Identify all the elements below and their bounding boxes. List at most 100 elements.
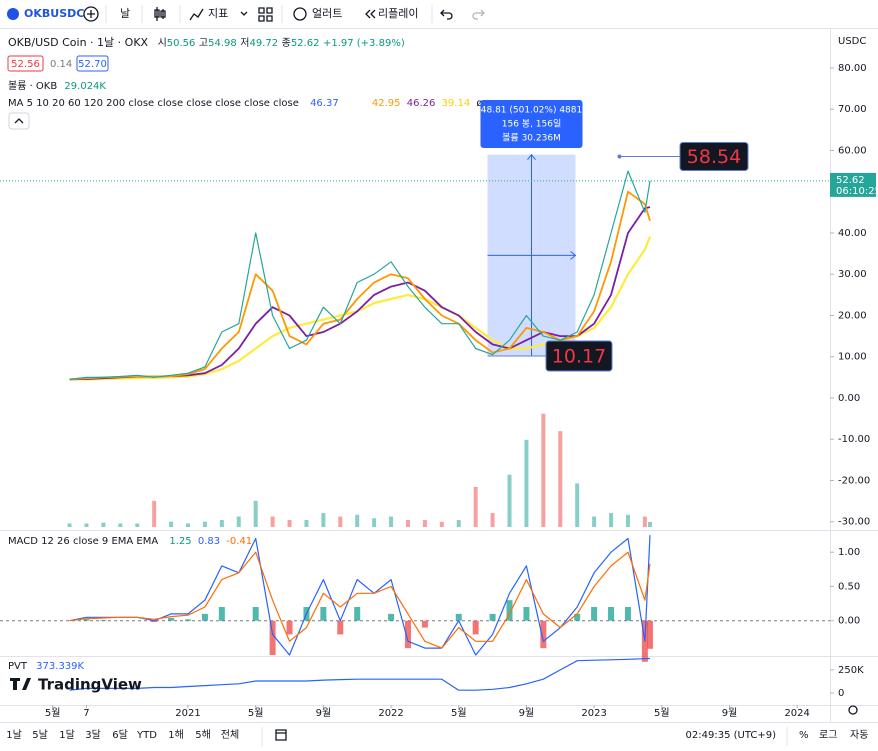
chart-type[interactable] [154, 7, 166, 21]
clock[interactable]: 02:49:35 (UTC+9) [686, 730, 777, 741]
alert-icon [293, 7, 307, 21]
symbol[interactable]: OKBUSDC [24, 7, 84, 20]
bid-box[interactable] [7, 55, 44, 72]
x-tick-label: 5월 [45, 707, 61, 719]
range-button[interactable]: 3달 [85, 729, 101, 741]
range-button[interactable]: 5해 [195, 728, 211, 741]
ma-value: 39.14 [442, 98, 471, 109]
macd-line [69, 535, 651, 656]
macd-histogram-bar [472, 620, 479, 635]
close-prefix: 종 [282, 37, 291, 49]
range-button[interactable]: 1달 [59, 729, 75, 741]
macd-histogram-bar [523, 607, 530, 621]
volume-bar [439, 521, 444, 527]
volume-bar [473, 486, 478, 527]
measure-label: 48.81 (501.02%) 4881 [481, 106, 582, 116]
high-marker-dot [617, 154, 622, 159]
auto-toggle[interactable]: 자동 [850, 729, 868, 741]
range-button[interactable]: 전체 [221, 729, 239, 741]
interval[interactable]: 날 [120, 7, 130, 20]
volume-bar [405, 520, 410, 527]
high-label-box [679, 141, 749, 171]
y-tick-label: 30.00 [838, 269, 867, 280]
settings[interactable] [848, 705, 858, 715]
volume-bar [152, 500, 157, 527]
volume-bar [507, 474, 512, 527]
volume-bar [287, 520, 292, 527]
spread: 0.14 [50, 59, 72, 70]
pvt-legend: PVT 373.339K [8, 661, 85, 672]
y-tick-label: -10.00 [838, 434, 870, 445]
macd-histogram-bar [201, 613, 208, 621]
macd-legend: MACD 12 26 close 9 EMA EMA 1.25 0.83 -0.… [8, 536, 252, 547]
y-tick-label: 20.00 [838, 310, 867, 321]
volume-bar [185, 523, 190, 527]
redo[interactable] [472, 9, 485, 20]
log-toggle[interactable]: 로그 [819, 730, 837, 741]
pvt-value: 373.339K [36, 661, 84, 672]
volume-bar [84, 523, 89, 527]
volume-bar [524, 439, 529, 527]
signal-value: 0.83 [198, 536, 220, 547]
y-tick-label: -20.00 [838, 475, 870, 486]
range-button[interactable]: 5날 [32, 729, 48, 741]
logo: TradingView [38, 676, 142, 694]
add-symbol-plus [87, 10, 95, 18]
volume-bar [118, 523, 123, 527]
close: 52.62 [291, 38, 320, 49]
ask-box[interactable] [76, 55, 109, 72]
y-tick-label: 1.00 [838, 547, 860, 558]
goto-date[interactable] [275, 729, 287, 741]
macd-histogram-bar [320, 607, 327, 621]
histogram-value: -0.41 [226, 536, 252, 547]
undo[interactable] [440, 9, 453, 20]
toolbar: OKBUSDC 날 지표 얼러트 리플레이 [7, 5, 485, 23]
x-tick-label: 5월 [451, 707, 467, 719]
volume-bar [304, 520, 309, 527]
range-button[interactable]: 1해 [168, 728, 184, 741]
low: 49.72 [249, 38, 278, 49]
macd-histogram-bar [337, 620, 344, 635]
axis-unit[interactable]: USDC [838, 36, 866, 47]
indicators[interactable]: 지표 [208, 7, 228, 20]
volume-bar [592, 516, 597, 527]
x-tick-label: 2024 [784, 708, 809, 719]
pvt-title: PVT [8, 661, 28, 672]
x-tick-label: 7 [83, 708, 89, 719]
low-prefix: 저 [240, 37, 249, 49]
replay[interactable]: 리플레이 [378, 7, 418, 20]
low-label: 10.17 [552, 346, 606, 368]
layouts[interactable] [258, 7, 273, 22]
collapse-legend[interactable] [8, 112, 30, 130]
y-tick-label: 80.00 [838, 63, 867, 74]
measure-label: 156 봉, 156일 [502, 119, 562, 130]
dropdown[interactable] [240, 11, 248, 16]
replay-icon [365, 9, 376, 19]
y-tick-label: 60.00 [838, 145, 867, 156]
alert[interactable]: 얼러트 [312, 6, 342, 20]
range-button[interactable]: 6달 [112, 729, 128, 741]
percent-toggle[interactable]: % [799, 730, 809, 741]
macd-histogram-bar [506, 600, 513, 621]
collapse-icon [14, 118, 24, 124]
macd-histogram-bar [608, 607, 615, 621]
macd-histogram-bar [388, 613, 395, 621]
high-prefix: 고 [199, 38, 208, 49]
macd-histogram-bar [421, 620, 428, 628]
add-symbol[interactable] [83, 6, 99, 22]
volume-bar [575, 483, 580, 527]
plot-layer: 80.0070.0060.0050.0040.0030.0020.0010.00… [0, 63, 878, 719]
x-tick-label: 5월 [248, 707, 264, 719]
pvt-line [69, 657, 651, 691]
measure-label-box [480, 100, 583, 148]
y-tick-label: 250K [838, 665, 864, 676]
macd-histogram-bar [286, 620, 293, 635]
ma-value: 42.95 [372, 98, 401, 109]
y-tick-label: -30.00 [838, 517, 870, 528]
volume-bar [169, 521, 174, 527]
macd-histogram-bar [540, 620, 547, 649]
range-button[interactable]: YTD [136, 730, 157, 741]
volume-bar [422, 520, 427, 527]
range-button[interactable]: 1날 [6, 729, 22, 741]
